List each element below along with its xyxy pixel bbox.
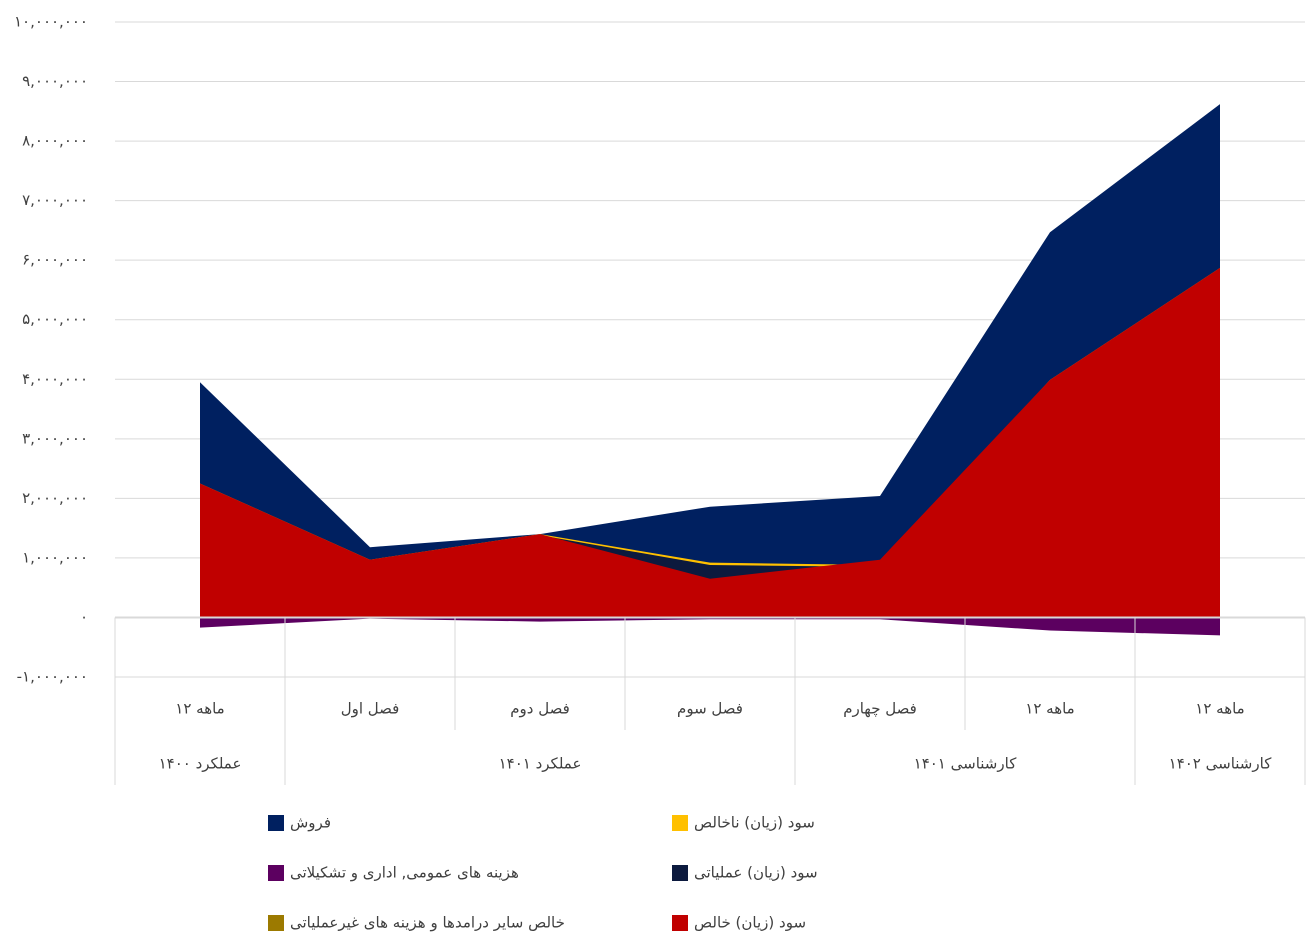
legend-swatch [672, 915, 688, 931]
y-tick-label: ۹,۰۰۰,۰۰۰ [22, 72, 88, 90]
legend-swatch [672, 865, 688, 881]
x-group-label: عملکرد ۱۴۰۰ [159, 755, 242, 773]
area [200, 267, 1220, 618]
y-tick-label: ۶,۰۰۰,۰۰۰ [22, 251, 88, 269]
y-tick-label: ۳,۰۰۰,۰۰۰ [22, 429, 88, 447]
y-tick-label: ۱,۰۰۰,۰۰۰ [22, 548, 88, 566]
x-tick-label: فصل چهارم [843, 700, 917, 718]
legend-label: سود (زیان) ناخالص [694, 814, 815, 832]
legend-label: فروش [290, 814, 331, 832]
legend-swatch [268, 865, 284, 881]
y-tick-label: ۲,۰۰۰,۰۰۰ [22, 489, 88, 507]
x-tick-label: فصل دوم [510, 700, 570, 718]
area [200, 617, 1220, 636]
legend-swatch [672, 815, 688, 831]
x-group-label: کارشناسی ۱۴۰۲ [1169, 755, 1273, 773]
legend-label: خالص سایر درامدها و هزینه های غیرعملیاتی [290, 914, 565, 932]
y-tick-label: ۸,۰۰۰,۰۰۰ [22, 132, 88, 150]
legend-swatch [268, 915, 284, 931]
x-tick-label: ۱۲ ماهه [1195, 700, 1244, 718]
legend-swatch [268, 815, 284, 831]
x-tick-label: ۱۲ ماهه [175, 700, 224, 718]
y-tick-label: ۵,۰۰۰,۰۰۰ [22, 310, 88, 328]
x-group-label: عملکرد ۱۴۰۱ [499, 755, 582, 773]
legend-label: هزینه های عمومی, اداری و تشکیلاتی [290, 864, 519, 882]
y-tick-label: ۰ [80, 608, 88, 626]
y-tick-label: ۷,۰۰۰,۰۰۰ [22, 191, 88, 209]
y-tick-label: ۴,۰۰۰,۰۰۰ [22, 370, 88, 388]
x-group-label: کارشناسی ۱۴۰۱ [914, 755, 1018, 773]
x-tick-label: فصل اول [341, 700, 400, 718]
legend-label: سود (زیان) عملیاتی [694, 864, 818, 882]
legend-label: سود (زیان) خالص [694, 914, 806, 932]
y-tick-label: ۱۰,۰۰۰,۰۰۰ [14, 13, 88, 31]
y-tick-label: -۱,۰۰۰,۰۰۰ [17, 668, 88, 686]
x-tick-label: ۱۲ ماهه [1025, 700, 1074, 718]
x-tick-label: فصل سوم [677, 700, 743, 718]
